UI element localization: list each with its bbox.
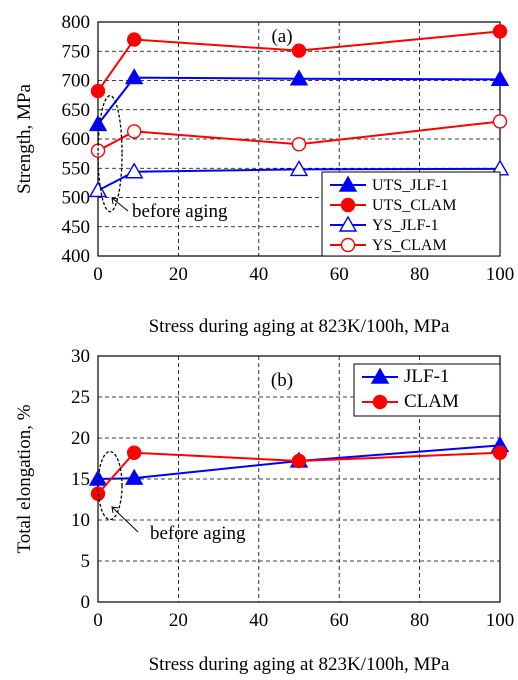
annotation-arrowhead [111,506,119,514]
data-point [490,69,510,87]
annotation-leader [111,506,139,533]
data-point [90,486,106,501]
data-point [291,137,307,152]
legend-marker [340,197,356,213]
legend-marker [338,175,358,192]
data-point [90,83,106,99]
data-point [126,445,142,460]
legend-marker [338,215,358,232]
y-tick-label: 25 [71,387,90,408]
legend-marker [340,237,356,253]
data-point [291,453,307,469]
data-point [492,24,508,39]
y-tick-label: 550 [62,158,91,179]
legend-marker [372,394,388,410]
x-tick-label: 100 [486,264,515,285]
legend: JLF-1 CLAM [353,363,501,417]
legend-label: JLF-1 [404,366,449,387]
legend-label: YS_JLF-1 [372,217,439,234]
data-point [492,445,508,460]
x-tick-label: 0 [93,264,103,285]
panel-label: (a) [271,26,292,47]
annotation-leader [111,197,129,212]
y-tick-label: 10 [71,510,90,531]
series-line [97,444,501,480]
chart-panel-2: 0 20 40 60 80 100 0 5 10 15 20 25 30 Stress during ag… [14,346,514,675]
data-point [88,114,108,132]
data-point [126,32,142,47]
series-line [97,120,501,152]
x-tick-label: 80 [410,610,429,631]
data-point [124,468,144,485]
x-tick-label: 20 [169,264,188,285]
data-point [492,114,508,129]
y-tick-label: 800 [62,12,91,33]
series-line [97,76,501,125]
x-tick-label: 80 [410,264,429,285]
series-line [97,167,501,192]
x-tick-label: 40 [249,264,268,285]
x-tick-label: 20 [169,610,188,631]
y-tick-label: 5 [81,551,91,572]
y-tick-label: 700 [62,71,91,92]
annotation-text: before aging [132,201,228,222]
series-line [97,30,501,92]
x-axis-label: Stress during aging at 823K/100h, MPa [149,316,450,337]
data-point [124,68,144,85]
x-tick-label: 100 [486,610,515,631]
y-tick-label: 15 [71,469,90,490]
y-tick-label: 450 [62,217,91,238]
panel-label: (b) [271,370,293,391]
legend-marker [370,367,390,384]
data-point [88,181,108,198]
data-point [124,162,144,179]
y-axis-label: Total elongation, % [14,404,35,553]
x-axis-label: Stress during aging at 823K/100h, MPa [149,654,450,675]
chart-panel-1: 0 20 40 60 80 100 400 450 500 550 600 650 700 750 800 S… [14,12,514,337]
y-tick-label: 0 [81,592,91,613]
y-tick-label: 650 [62,100,91,121]
legend-label: UTS_JLF-1 [372,177,448,194]
data-point [289,160,309,177]
x-tick-label: 60 [330,610,349,631]
y-tick-label: 500 [62,188,91,209]
data-point [291,43,307,58]
legend-label: YS_CLAM [372,237,447,254]
y-tick-label: 400 [62,246,91,267]
legend: UTS_JLF-1 UTS_CLAM YS_JLF-1 YS_CLAM [321,171,501,257]
x-tick-label: 40 [249,610,268,631]
series-line [97,451,501,495]
y-tick-label: 750 [62,41,91,62]
annotation-arrowhead [111,197,119,205]
before-aging-ellipse [97,450,123,521]
legend-label: CLAM [404,391,459,412]
annotation-text: before aging [150,523,246,544]
x-tick-label: 60 [330,264,349,285]
data-point [126,124,142,139]
x-tick-label: 0 [93,610,103,631]
y-axis-label: Strength, MPa [14,84,35,194]
before-aging-ellipse [97,94,123,213]
legend-label: UTS_CLAM [372,197,456,214]
y-tick-label: 30 [71,346,90,367]
data-point [289,69,309,86]
y-tick-label: 20 [71,428,90,449]
y-tick-label: 600 [62,129,91,150]
